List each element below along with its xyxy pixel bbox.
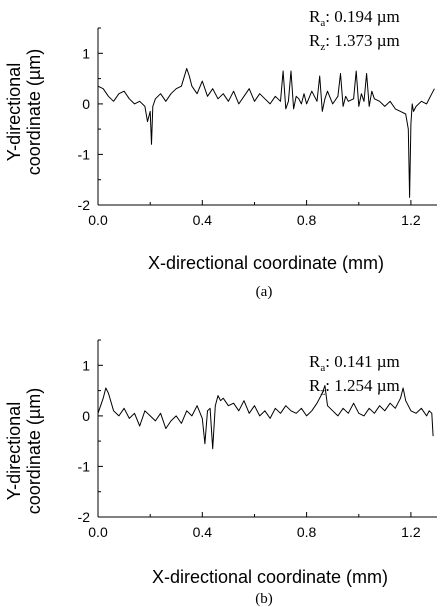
x-tick-label-b-0: 0.0 — [88, 524, 108, 540]
caption-a: (a) — [256, 284, 273, 300]
y-tick-label-b-0: -2 — [78, 509, 91, 525]
x-tick-label-b-3: 1.2 — [401, 524, 421, 540]
x-axis-title-a: X-directional coordinate (mm) — [148, 253, 384, 273]
x-tick-label-b-1: 0.4 — [193, 524, 213, 540]
annotation-rz-b: Rz: 1.254 µm — [309, 376, 400, 398]
x-tick-label-a-0: 0.0 — [88, 212, 108, 228]
x-tick-label-a-2: 0.8 — [297, 212, 317, 228]
x-tick-label-a-3: 1.2 — [401, 212, 421, 228]
plot-area-b: -2 -1 0 1 0.0 0.4 0.8 1.2 — [78, 339, 437, 540]
x-tick-label-b-2: 0.8 — [297, 524, 317, 540]
annotation-ra-a: Ra: 0.194 µm — [309, 7, 400, 29]
series-line-a — [97, 68, 435, 198]
y-axis-title-line2-b: coordinate (µm) — [24, 388, 44, 514]
x-axis-title-b: X-directional coordinate (mm) — [152, 567, 388, 587]
panel-a: Ra: 0.194 µm Rz: 1.373 µm Y-directional … — [4, 7, 437, 300]
y-tick-label-a-0: -2 — [78, 197, 91, 213]
plot-area-a: -2 -1 0 1 0.0 0.4 0.8 1.2 — [78, 27, 437, 228]
y-tick-label-b-3: 1 — [82, 357, 90, 373]
annotation-ra-b: Ra: 0.141 µm — [309, 352, 400, 374]
y-tick-label-b-1: -1 — [78, 458, 91, 474]
y-tick-label-b-2: 0 — [82, 408, 90, 424]
y-axis-title-line1-a: Y-directional — [4, 63, 24, 161]
y-axis-title-line2-a: coordinate (µm) — [24, 49, 44, 175]
series-line-b — [97, 385, 434, 450]
x-tick-label-a-1: 0.4 — [193, 212, 213, 228]
y-tick-label-a-1: -1 — [78, 146, 91, 162]
caption-b: (b) — [255, 591, 273, 607]
y-tick-label-a-3: 1 — [82, 45, 90, 61]
y-axis-title-line1-b: Y-directional — [4, 402, 24, 500]
panel-b: Ra: 0.141 µm Rz: 1.254 µm Y-directional … — [4, 339, 437, 607]
annotation-rz-a: Rz: 1.373 µm — [309, 31, 400, 53]
y-tick-label-a-2: 0 — [82, 96, 90, 112]
